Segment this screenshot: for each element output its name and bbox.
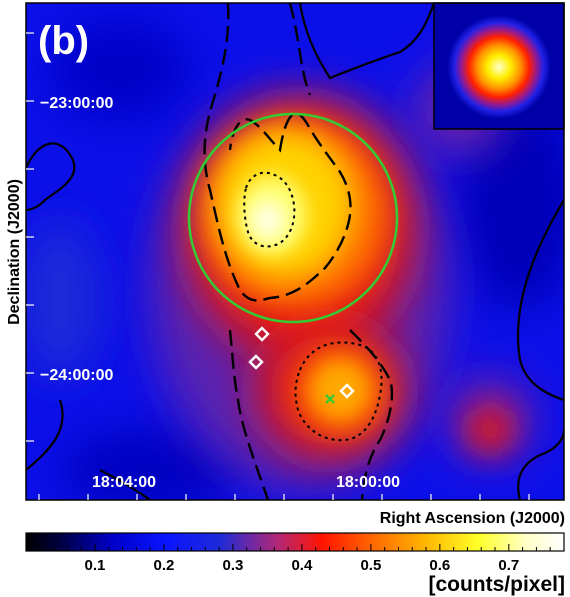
contour-solid-top	[298, 3, 436, 80]
colorbar-unit-label: [counts/pixel]	[428, 573, 565, 596]
plot-frame	[25, 2, 565, 501]
dec-tick-label: −24:00:00	[40, 367, 113, 384]
colorbar: 0.1 0.2 0.3 0.4 0.5 0.6 0.7 [counts/pixel]	[25, 532, 565, 596]
psf-inset	[433, 2, 565, 130]
colorbar-tick-label: 0.5	[360, 557, 381, 574]
green-cross-marker	[325, 394, 335, 404]
contour-dotted-south	[294, 341, 383, 442]
colorbar-tick-label: 0.7	[498, 557, 519, 574]
ticks	[26, 32, 530, 500]
x-axis-title: Right Ascension (J2000)	[380, 510, 565, 527]
contour-solid-bottom-right	[517, 429, 564, 500]
green-circle-region	[187, 112, 399, 324]
contour-solid-left	[26, 142, 76, 212]
ra-tick-label: 18:04:00	[92, 474, 156, 491]
contour-dotted-core	[243, 171, 296, 248]
source-markers	[248, 326, 355, 399]
colorbar-tick-label: 0.3	[222, 557, 243, 574]
colorbar-gradient	[25, 532, 565, 552]
white-diamond-marker	[248, 354, 264, 370]
contours	[26, 3, 564, 500]
colorbar-tick-label: 0.2	[154, 557, 175, 574]
dec-tick-label: −23:00:00	[40, 95, 113, 112]
colorbar-tick-label: 0.6	[429, 557, 450, 574]
y-axis-title: Declination (J2000)	[6, 179, 23, 325]
white-diamond-marker	[254, 326, 270, 342]
white-diamond-marker	[339, 383, 355, 399]
colorbar-tick-label: 0.1	[85, 557, 106, 574]
contour-solid-right	[516, 199, 564, 402]
panel-label: (b)	[38, 19, 89, 63]
contour-dashed-main	[203, 3, 352, 302]
colorbar-tick-label: 0.4	[291, 557, 313, 574]
ra-tick-label: 18:00:00	[336, 474, 400, 491]
